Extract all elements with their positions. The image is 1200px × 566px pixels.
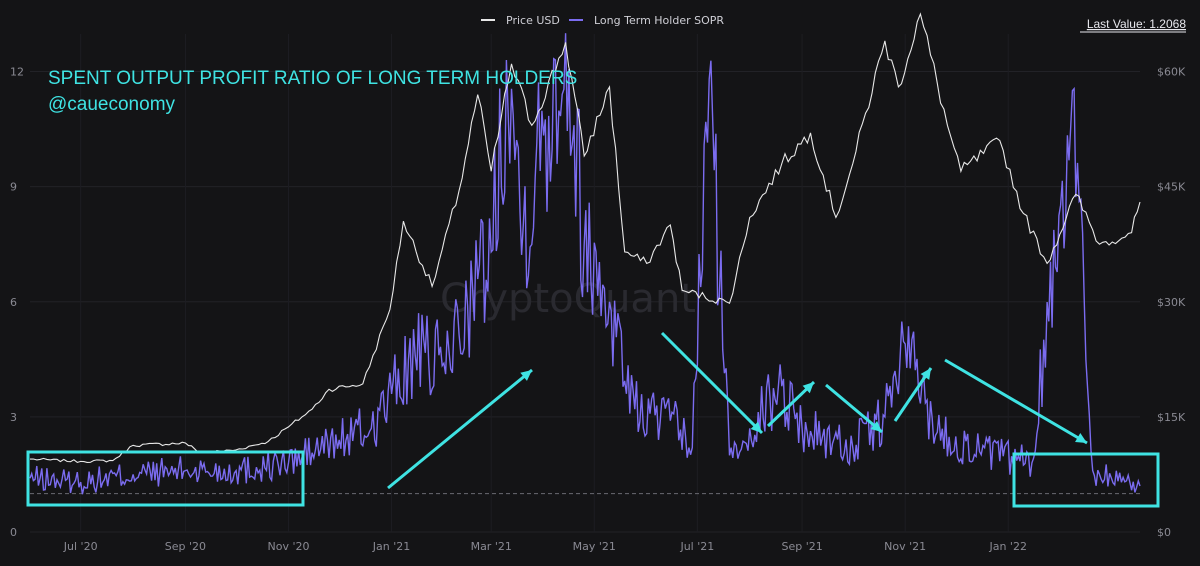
y-right-tick-label: $0 [1157,526,1171,539]
trend-arrow [387,368,533,490]
legend: Price USD Long Term Holder SOPR [481,14,724,27]
x-tick-label: Nov '21 [884,540,926,553]
y-left-tick-label: 12 [10,66,24,79]
x-tick-label: Jul '20 [63,540,98,553]
y-left-tick-label: 0 [10,526,17,539]
trend-arrow-head [1075,433,1087,443]
highlight-box-left [26,450,305,507]
x-axis-ticks: Jul '20 Sep '20 Nov '20 Jan '21 Mar '21 May '… [63,540,1027,553]
gridlines [30,34,1140,533]
trend-arrow-head [920,368,931,380]
x-tick-label: Nov '20 [267,540,309,553]
x-tick-label: May '21 [573,540,616,553]
trend-arrow-head [802,382,814,394]
x-tick-label: Sep '20 [165,540,206,553]
y-axis-left-ticks: 0 3 6 9 12 [10,66,24,539]
highlight-box-right [1012,452,1160,508]
annotation-arrows [387,331,1088,490]
sopr-series-line [29,33,1141,495]
annotation-author: @caueconomy [48,94,176,115]
trend-arrow [825,383,883,434]
x-tick-label: Sep '21 [781,540,822,553]
trend-arrow [944,358,1088,445]
watermark: CryptoQuant [440,276,696,322]
trend-arrow [660,331,764,435]
trend-arrow-head [750,421,762,433]
trend-arrow-head [520,370,532,381]
last-value-label: Last Value: 1.2068 [1087,17,1187,31]
annotation-title: SPENT OUTPUT PROFIT RATIO OF LONG TERM H… [48,68,577,89]
trend-arrow-head [870,421,882,432]
x-tick-label: Jan '21 [372,540,410,553]
legend-price-label[interactable]: Price USD [506,14,560,27]
x-tick-label: Jul '21 [679,540,714,553]
y-right-tick-label: $15K [1157,411,1186,424]
y-right-tick-label: $30K [1157,296,1186,309]
y-axis-right-ticks: $0 $15K $30K $45K $60K [1157,66,1186,539]
y-right-tick-label: $60K [1157,66,1186,79]
y-left-tick-label: 9 [10,181,17,194]
y-left-tick-label: 3 [10,411,17,424]
x-tick-label: Mar '21 [471,540,512,553]
x-tick-label: Jan '22 [988,540,1026,553]
y-right-tick-label: $45K [1157,181,1186,194]
legend-sopr-label[interactable]: Long Term Holder SOPR [594,14,724,27]
annotation-shapes [26,450,1160,508]
y-left-tick-label: 6 [10,296,17,309]
